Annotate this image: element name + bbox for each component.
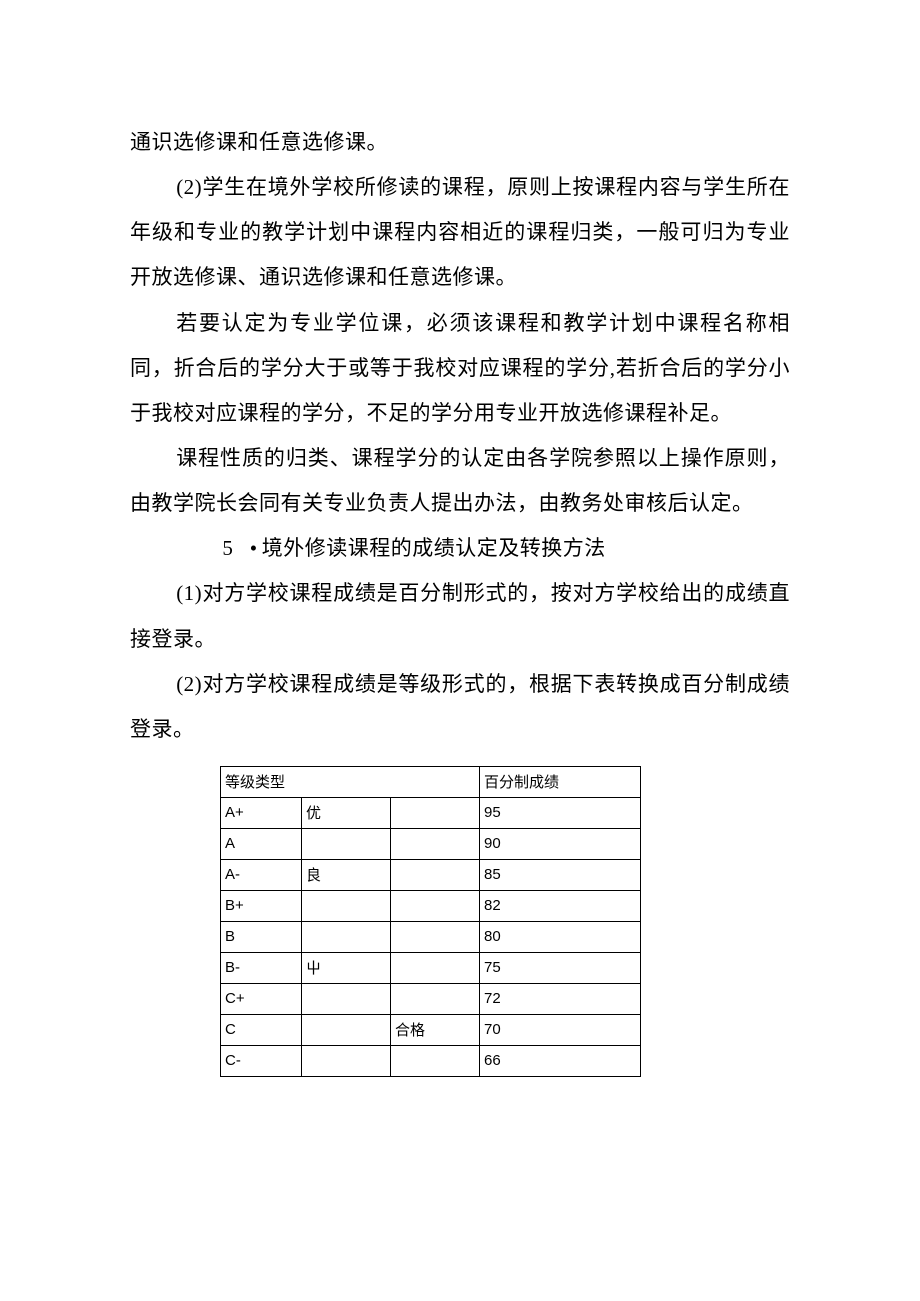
document-page: 通识选修课和任意选修课。 (2)学生在境外学校所修读的课程，原则上按课程内容与学… bbox=[0, 0, 920, 1157]
table-row: A+优 95 bbox=[221, 797, 641, 828]
cell-grade-cn2 bbox=[391, 983, 480, 1014]
cell-grade-cn1: 优 bbox=[302, 797, 391, 828]
cell-grade-cn2 bbox=[391, 797, 480, 828]
cell-letter-grade: A bbox=[221, 828, 302, 859]
cell-letter-grade: B- bbox=[221, 952, 302, 983]
cell-grade-cn1: 良 bbox=[302, 859, 391, 890]
cell-grade-cn2 bbox=[391, 828, 480, 859]
cell-grade-cn2 bbox=[391, 890, 480, 921]
grade-conversion-table-wrap: 等级类型 百分制成绩 A+优 95 A 90 A-良 85 B+ 82 B 80 B-屮 75 C+ 72… bbox=[220, 766, 790, 1077]
cell-percent: 95 bbox=[480, 797, 641, 828]
cell-grade-cn2 bbox=[391, 859, 480, 890]
cell-percent: 75 bbox=[480, 952, 641, 983]
cell-percent: 90 bbox=[480, 828, 641, 859]
table-row: A-良 85 bbox=[221, 859, 641, 890]
cell-grade-cn1 bbox=[302, 983, 391, 1014]
cell-grade-cn1 bbox=[302, 828, 391, 859]
cell-letter-grade: C- bbox=[221, 1045, 302, 1076]
cell-percent: 66 bbox=[480, 1045, 641, 1076]
cell-letter-grade: B+ bbox=[221, 890, 302, 921]
cell-percent: 82 bbox=[480, 890, 641, 921]
cell-grade-cn1 bbox=[302, 890, 391, 921]
cell-grade-cn1 bbox=[302, 1045, 391, 1076]
table-header-row: 等级类型 百分制成绩 bbox=[221, 766, 641, 797]
cell-grade-cn1: 屮 bbox=[302, 952, 391, 983]
grade-conversion-table: 等级类型 百分制成绩 A+优 95 A 90 A-良 85 B+ 82 B 80 B-屮 75 C+ 72… bbox=[220, 766, 641, 1077]
table-row: B+ 82 bbox=[221, 890, 641, 921]
cell-grade-cn2 bbox=[391, 952, 480, 983]
cell-letter-grade: A- bbox=[221, 859, 302, 890]
cell-letter-grade: B bbox=[221, 921, 302, 952]
cell-grade-cn2 bbox=[391, 921, 480, 952]
header-percent-score: 百分制成绩 bbox=[480, 766, 641, 797]
cell-grade-cn1 bbox=[302, 921, 391, 952]
table-row: B 80 bbox=[221, 921, 641, 952]
table-body: A+优 95 A 90 A-良 85 B+ 82 B 80 B-屮 75 C+ 72 C 合格70 C- 66 bbox=[221, 797, 641, 1076]
paragraph-continuation: 通识选修课和任意选修课。 bbox=[130, 120, 790, 165]
table-row: A 90 bbox=[221, 828, 641, 859]
cell-percent: 80 bbox=[480, 921, 641, 952]
cell-percent: 72 bbox=[480, 983, 641, 1014]
header-grade-type: 等级类型 bbox=[221, 766, 480, 797]
table-row: B-屮 75 bbox=[221, 952, 641, 983]
paragraph-5-2: (2)对方学校课程成绩是等级形式的，根据下表转换成百分制成绩登录。 bbox=[130, 662, 790, 752]
cell-grade-cn1 bbox=[302, 1014, 391, 1045]
section-number: 5 bbox=[176, 526, 250, 571]
table-row: C- 66 bbox=[221, 1045, 641, 1076]
cell-grade-cn2: 合格 bbox=[391, 1014, 480, 1045]
cell-letter-grade: A+ bbox=[221, 797, 302, 828]
cell-letter-grade: C bbox=[221, 1014, 302, 1045]
section-5-heading: 5•境外修读课程的成绩认定及转换方法 bbox=[130, 526, 790, 571]
paragraph-5-1: (1)对方学校课程成绩是百分制形式的，按对方学校给出的成绩直接登录。 bbox=[130, 571, 790, 661]
bullet-icon: • bbox=[250, 536, 258, 560]
cell-percent: 70 bbox=[480, 1014, 641, 1045]
paragraph-item-2: (2)学生在境外学校所修读的课程，原则上按课程内容与学生所在年级和专业的教学计划… bbox=[130, 165, 790, 300]
section-5-title: 境外修读课程的成绩认定及转换方法 bbox=[262, 536, 606, 560]
paragraph-degree-course: 若要认定为专业学位课，必须该课程和教学计划中课程名称相同，折合后的学分大于或等于… bbox=[130, 301, 790, 436]
paragraph-classification: 课程性质的归类、课程学分的认定由各学院参照以上操作原则，由教学院长会同有关专业负… bbox=[130, 436, 790, 526]
table-row: C 合格70 bbox=[221, 1014, 641, 1045]
cell-letter-grade: C+ bbox=[221, 983, 302, 1014]
cell-grade-cn2 bbox=[391, 1045, 480, 1076]
table-row: C+ 72 bbox=[221, 983, 641, 1014]
cell-percent: 85 bbox=[480, 859, 641, 890]
